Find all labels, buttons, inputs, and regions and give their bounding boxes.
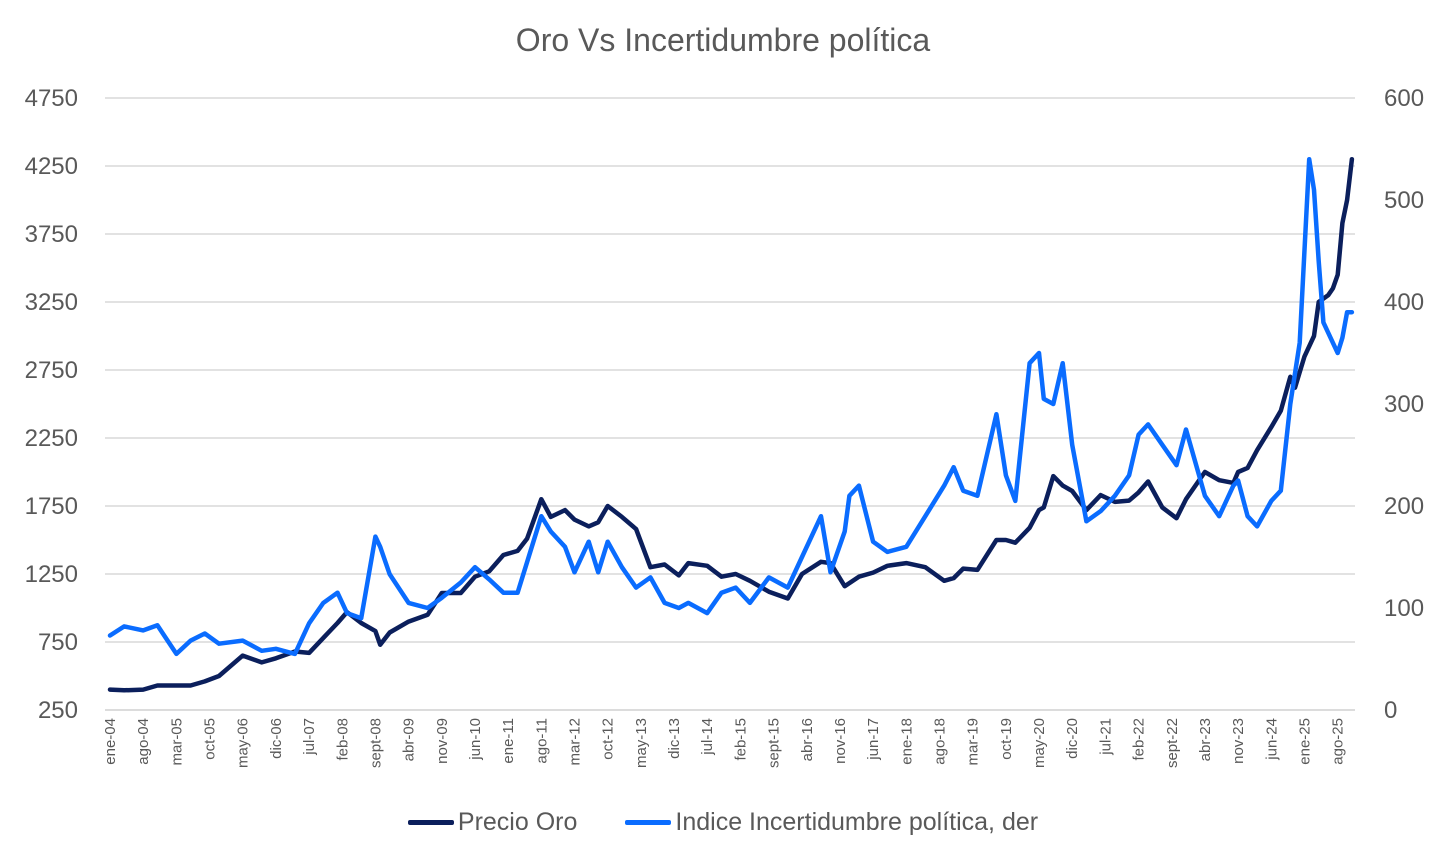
y-right-tick-label: 500 — [1384, 187, 1424, 214]
y-left-tick-label: 1250 — [25, 561, 78, 588]
x-tick-label: jul-07 — [301, 718, 318, 756]
legend: Precio Oro Indice Incertidumbre política… — [0, 808, 1446, 837]
legend-item-index: Indice Incertidumbre política, der — [625, 808, 1038, 837]
x-tick-label: oct-12 — [600, 718, 617, 760]
x-tick-label: jul-14 — [699, 718, 716, 756]
x-tick-label: ago-04 — [135, 718, 152, 765]
x-tick-label: feb-22 — [1131, 718, 1148, 761]
y-left-tick-label: 250 — [38, 697, 78, 724]
x-tick-label: ene-04 — [102, 718, 119, 765]
x-tick-label: abr-09 — [401, 718, 418, 761]
legend-label-gold: Precio Oro — [457, 808, 578, 836]
x-tick-label: sept-22 — [1164, 718, 1181, 768]
y-right-tick-label: 600 — [1384, 85, 1424, 112]
y-left-tick-label: 3750 — [25, 221, 78, 248]
x-tick-label: oct-19 — [998, 718, 1015, 760]
y-left-tick-label: 750 — [38, 629, 78, 656]
chart-title: Oro Vs Incertidumbre política — [515, 22, 931, 58]
y-left-tick-label: 4750 — [25, 85, 78, 112]
legend-swatch-index — [625, 820, 672, 825]
series-line-gold-price — [107, 156, 1355, 693]
x-tick-label: may-20 — [1031, 718, 1048, 768]
x-tick-label: nov-23 — [1230, 718, 1247, 764]
y-right-tick-label: 300 — [1384, 391, 1424, 418]
y-right-tick-label: 200 — [1384, 493, 1424, 520]
x-tick-label: mar-05 — [168, 718, 185, 766]
y-left-tick-label: 2750 — [25, 357, 78, 384]
x-tick-label: may-06 — [235, 718, 252, 768]
x-tick-label: may-13 — [633, 718, 650, 768]
x-tick-label: ene-25 — [1296, 718, 1313, 765]
x-tick-label: ago-25 — [1330, 718, 1347, 765]
x-tick-label: nov-09 — [434, 718, 451, 764]
x-tick-label: mar-12 — [567, 718, 584, 766]
x-tick-label: ago-18 — [932, 718, 949, 765]
x-tick-label: abr-23 — [1197, 718, 1214, 761]
x-tick-label: dic-06 — [268, 718, 285, 759]
y-right-tick-label: 100 — [1384, 595, 1424, 622]
y-right-tick-label: 400 — [1384, 289, 1424, 316]
x-tick-label: feb-08 — [334, 718, 351, 761]
y-left-tick-label: 2250 — [25, 425, 78, 452]
x-tick-label: ene-11 — [500, 718, 517, 764]
y-left-tick-label: 1750 — [25, 493, 78, 520]
y-right-tick-label: 0 — [1384, 697, 1397, 724]
legend-label-index: Indice Incertidumbre política, der — [675, 808, 1039, 836]
y-left-tick-label: 4250 — [25, 153, 78, 180]
x-tick-label: jun-17 — [865, 718, 882, 761]
x-tick-label: mar-19 — [965, 718, 982, 766]
y-left-tick-label: 3250 — [25, 289, 78, 316]
x-tick-label: jun-10 — [467, 718, 484, 761]
x-tick-label: jun-24 — [1263, 718, 1280, 761]
x-tick-label: sept-08 — [367, 718, 384, 768]
x-tick-label: dic-13 — [666, 718, 683, 759]
x-tick-label: oct-05 — [202, 718, 219, 760]
x-tick-label: jul-21 — [1097, 718, 1114, 756]
legend-item-gold: Precio Oro — [407, 808, 578, 837]
x-tick-label: dic-20 — [1064, 718, 1081, 759]
x-tick-label: abr-16 — [799, 718, 816, 761]
legend-swatch-gold — [407, 820, 454, 825]
x-tick-label: feb-15 — [732, 718, 749, 761]
x-tick-label: ago-11 — [533, 718, 550, 764]
x-tick-label: sept-15 — [766, 718, 783, 768]
x-tick-label: nov-16 — [832, 718, 849, 764]
x-tick-label: ene-18 — [898, 718, 915, 765]
series-line-political-uncertainty — [107, 156, 1355, 657]
